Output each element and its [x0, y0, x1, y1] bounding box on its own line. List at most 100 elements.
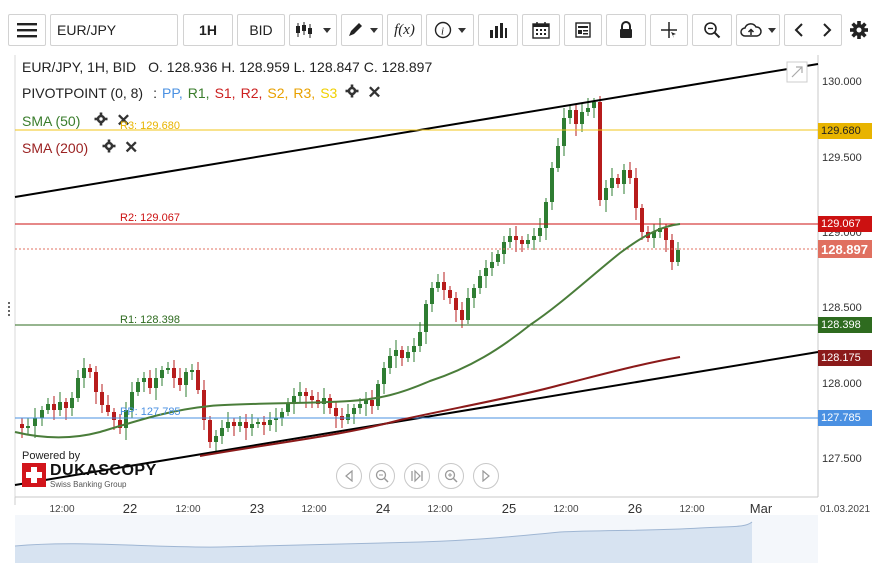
price-tick: 130.000 — [822, 76, 862, 88]
candle-body — [33, 418, 37, 426]
candle-body — [640, 208, 644, 232]
gear-icon[interactable] — [345, 84, 359, 101]
close-icon[interactable]: ✕ — [124, 137, 139, 157]
candle-body — [484, 268, 488, 276]
candle-body — [580, 112, 584, 124]
candle-body — [364, 400, 368, 404]
candle-body — [274, 418, 278, 420]
candle-body — [202, 390, 206, 420]
gear-icon[interactable] — [94, 112, 108, 129]
gear-icon[interactable] — [102, 139, 116, 156]
price-tick: 128.500 — [822, 302, 862, 314]
last-price-tag: 128.897 — [818, 240, 872, 258]
news-icon — [575, 22, 591, 38]
candle-body — [424, 304, 428, 332]
candle-body — [514, 236, 518, 240]
candle-body — [544, 202, 548, 228]
function-button[interactable]: f(x) — [387, 14, 422, 46]
settings-button[interactable] — [844, 14, 874, 46]
r3-price-tag: 129.680 — [818, 123, 872, 139]
candle-body — [310, 396, 314, 400]
candle-body — [328, 398, 332, 408]
sma200-price-tag: 128.175 — [818, 350, 872, 366]
candle-body — [88, 368, 92, 372]
candle-body — [460, 310, 464, 320]
candle-body — [478, 276, 482, 288]
chevron-down-icon — [458, 27, 466, 33]
candle-body — [472, 288, 476, 298]
lock-icon — [620, 21, 632, 38]
close-icon[interactable]: ✕ — [116, 110, 131, 130]
sma200-line — [199, 356, 681, 457]
date-tick: 12:00 — [679, 504, 705, 515]
side-selector[interactable]: BID — [237, 14, 285, 46]
pivot-item: R1, — [187, 84, 210, 101]
navigate-buttons — [784, 14, 842, 46]
scroll-right-button[interactable] — [473, 463, 499, 489]
candle-body — [106, 405, 110, 412]
candle-body — [520, 240, 524, 244]
candle-body — [136, 382, 140, 392]
candle-body — [286, 404, 290, 412]
menu-button[interactable] — [8, 14, 46, 46]
candle-body — [166, 368, 170, 370]
legend-ohlc: O. 128.936 H. 128.959 L. 128.847 C. 128.… — [148, 59, 433, 75]
chevron-left-icon[interactable] — [793, 22, 805, 38]
date-tick: 12:00 — [553, 504, 579, 515]
expand-icon[interactable] — [786, 61, 808, 83]
chevron-down-icon — [768, 27, 776, 33]
zoom-in-button[interactable] — [438, 463, 464, 489]
calendar-icon — [532, 22, 550, 39]
draw-icon — [349, 23, 362, 36]
chevron-down-icon — [370, 27, 378, 33]
corner-date: 01.03.2021 — [819, 504, 871, 515]
scroll-right-icon — [482, 470, 490, 482]
zoom-button[interactable] — [692, 14, 732, 46]
scroll-left-button[interactable] — [336, 463, 362, 489]
brand-sub: Swiss Banking Group — [50, 480, 127, 489]
side-label: BID — [249, 22, 273, 38]
timeframe-selector[interactable]: 1H — [183, 14, 233, 46]
candle-body — [190, 370, 194, 372]
pivot-legend: PIVOTPOINT (0, 8) : PP, R1, S1, R2, S2, R3, S3… — [22, 84, 382, 101]
candle-body — [442, 282, 446, 290]
candle-body — [622, 170, 626, 184]
sma200-legend: SMA (200) ✕ — [22, 139, 138, 156]
cloud-button[interactable] — [736, 14, 780, 46]
r2-label: R2: 129.067 — [120, 212, 180, 224]
candle-body — [406, 352, 410, 358]
candle-body — [664, 228, 668, 240]
resize-handle[interactable] — [8, 302, 13, 316]
candle-body — [184, 372, 188, 385]
r2-price-tag: 129.067 — [818, 216, 872, 232]
draw-button[interactable] — [341, 14, 383, 46]
timeframe-label: 1H — [199, 22, 217, 38]
bar-chart-button[interactable] — [478, 14, 518, 46]
crosshair-button[interactable] — [650, 14, 688, 46]
chevron-down-icon — [323, 27, 331, 33]
reset-button[interactable] — [404, 463, 430, 489]
date-tick: 12:00 — [427, 504, 453, 515]
date-tick: 26 — [627, 501, 643, 516]
candle-body — [82, 368, 86, 378]
symbol-selector[interactable]: EUR/JPY — [50, 14, 178, 46]
price-tick: 128.000 — [822, 378, 862, 390]
news-button[interactable] — [564, 14, 602, 46]
chevron-right-icon[interactable] — [821, 22, 833, 38]
zoom-icon — [704, 22, 721, 39]
swiss-cross-icon — [26, 467, 42, 483]
info-button[interactable]: i — [426, 14, 474, 46]
close-icon[interactable]: ✕ — [367, 82, 382, 102]
candle-body — [40, 410, 44, 418]
menu-icon — [17, 23, 37, 38]
lock-button[interactable] — [606, 14, 646, 46]
calendar-button[interactable] — [522, 14, 560, 46]
date-tick: 22 — [122, 501, 138, 516]
zoom-out-button[interactable] — [369, 463, 395, 489]
candle-body — [610, 178, 614, 188]
chart-type-button[interactable] — [289, 14, 337, 46]
candle-body — [562, 118, 566, 146]
brand-name: DUKASCOPY — [50, 462, 157, 479]
candle-body — [142, 378, 146, 382]
